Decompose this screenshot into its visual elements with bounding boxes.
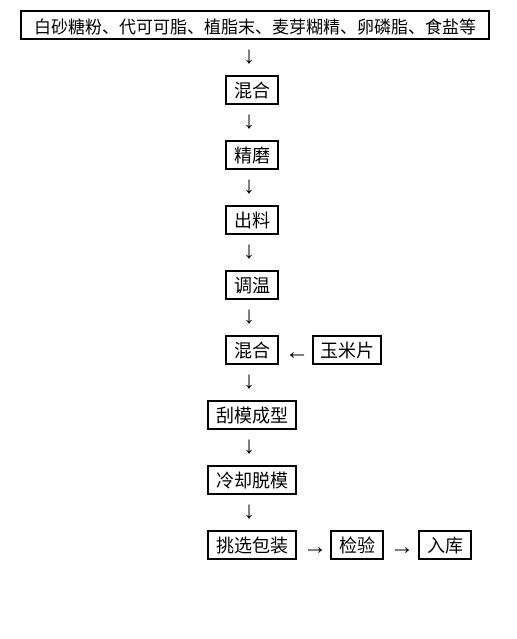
flow-arrow-a9: → [303,535,327,559]
flow-arrow-a5: ← [285,340,309,364]
flow-node-n5: 混合 [225,335,279,365]
flow-arrow-a10: → [390,535,414,559]
flow-node-n3: 出料 [225,205,279,235]
flow-arrow-a0: ↓ [243,44,255,68]
flow-node-n10: 检验 [330,530,384,560]
flow-node-n4: 调温 [225,270,279,300]
flow-node-n11: 入库 [418,530,472,560]
flow-node-n2: 精磨 [225,140,279,170]
flow-arrow-a2: ↓ [243,174,255,198]
flow-arrow-a3: ↓ [243,239,255,263]
flow-node-n6: 玉米片 [312,335,382,365]
flow-arrow-a7: ↓ [243,434,255,458]
flow-arrow-a6: ↓ [243,369,255,393]
flow-arrow-a8: ↓ [243,499,255,523]
flow-arrow-a4: ↓ [243,304,255,328]
flow-node-n1: 混合 [225,75,279,105]
flow-node-n9: 挑选包装 [207,530,297,560]
flow-node-n7: 刮模成型 [207,400,297,430]
flow-node-n0: 白砂糖粉、代可可脂、植脂末、麦芽糊精、卵磷脂、食盐等 [20,10,490,40]
flow-arrow-a1: ↓ [243,109,255,133]
flow-node-n8: 冷却脱模 [207,465,297,495]
